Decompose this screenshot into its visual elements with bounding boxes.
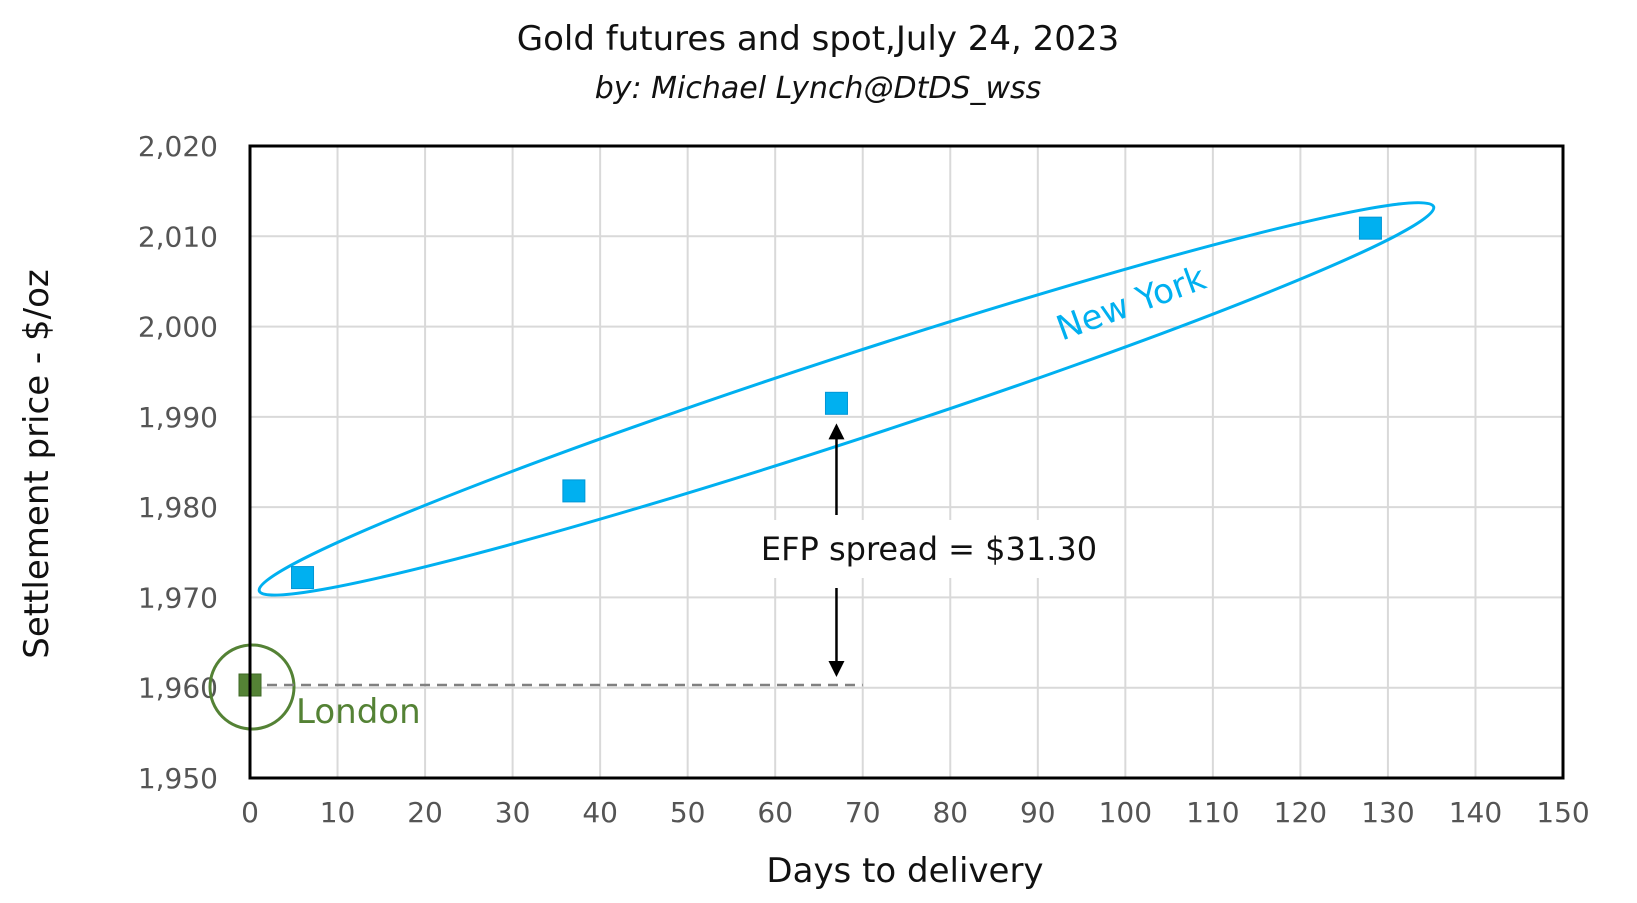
x-tick-label: 40 <box>582 796 618 829</box>
efp-arrowhead-down <box>828 661 845 678</box>
grid-lines <box>249 145 1564 779</box>
x-axis-title: Days to delivery <box>766 851 1043 891</box>
y-tick-label: 2,000 <box>138 311 218 344</box>
new-york-label: New York <box>1051 258 1211 349</box>
new-york-futures-point <box>562 479 586 503</box>
x-tick-label: 150 <box>1536 796 1589 829</box>
x-tick-label: 50 <box>670 796 706 829</box>
x-tick-label: 60 <box>757 796 793 829</box>
chart-title: Gold futures and spot,July 24, 2023 <box>517 19 1119 59</box>
x-tick-label: 90 <box>1020 796 1056 829</box>
x-tick-label: 20 <box>407 796 443 829</box>
x-tick-label: 0 <box>241 796 259 829</box>
y-tick-label: 1,980 <box>138 491 218 524</box>
x-tick-label: 140 <box>1449 796 1502 829</box>
x-tick-label: 110 <box>1186 796 1239 829</box>
y-tick-label: 1,960 <box>138 672 218 705</box>
data-markers <box>238 216 1382 697</box>
plot-area-border <box>248 144 1565 780</box>
x-tick-label: 120 <box>1274 796 1327 829</box>
x-tick-label: 30 <box>495 796 531 829</box>
x-tick-label: 70 <box>845 796 881 829</box>
y-axis-title: Settlement price - $/oz <box>17 269 57 659</box>
chart-subtitle: by: Michael Lynch@DtDS_wss <box>595 71 1042 106</box>
y-tick-label: 1,950 <box>138 762 218 795</box>
y-tick-label: 1,970 <box>138 581 218 614</box>
x-tick-label: 80 <box>932 796 968 829</box>
x-tick-label: 100 <box>1099 796 1152 829</box>
x-tick-label: 130 <box>1361 796 1414 829</box>
y-tick-label: 2,020 <box>138 130 218 163</box>
y-tick-labels: 1,950 1,960 1,970 1,980 1,990 2,000 2,010 2,020 <box>138 130 218 795</box>
y-tick-label: 2,010 <box>138 220 218 253</box>
x-tick-label: 10 <box>320 796 356 829</box>
annotations: New York London EFP spread = $31.30 <box>208 201 1436 732</box>
new-york-futures-point <box>824 391 848 415</box>
y-tick-label: 1,990 <box>138 401 218 434</box>
efp-label-background <box>764 520 1094 578</box>
london-circle <box>208 643 296 731</box>
efp-arrowhead-up <box>828 423 845 440</box>
x-tick-labels: 0 10 20 30 40 50 60 70 80 90 100 110 120 130 140 150 <box>241 796 1590 829</box>
new-york-futures-point <box>1358 216 1382 240</box>
london-label: London <box>296 692 421 732</box>
efp-spread-label: EFP spread = $31.30 <box>761 530 1097 568</box>
new-york-futures-point <box>291 566 315 590</box>
new-york-ellipse <box>257 201 1436 597</box>
